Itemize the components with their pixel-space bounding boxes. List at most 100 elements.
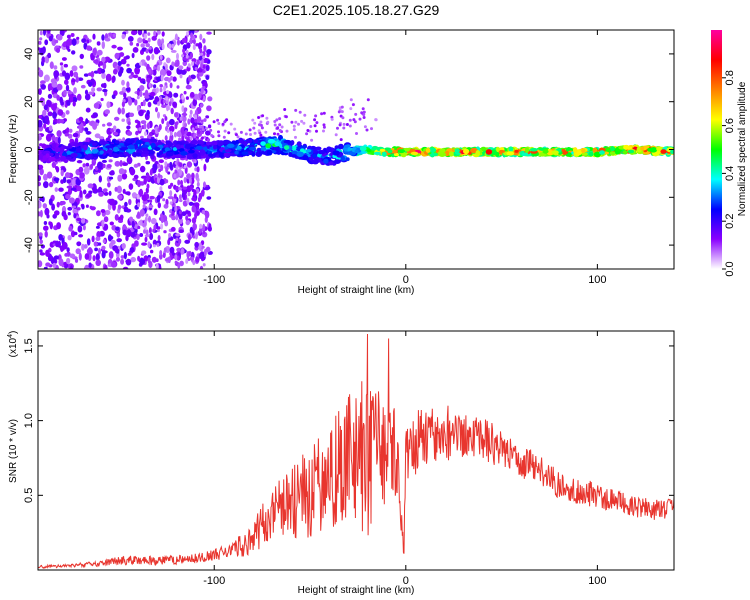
spectrogram-cell-188 (184, 239, 191, 244)
spectrogram-cell-1134 (107, 234, 112, 242)
spectrogram-cell-1155 (194, 241, 200, 248)
spectrogram-cell-735 (133, 163, 139, 168)
spectrogram-cell-187 (58, 187, 64, 192)
spectrogram-cell-1375 (181, 95, 185, 100)
spectrogram-cell-152 (163, 230, 167, 234)
spectrogram-cell-1164 (101, 56, 106, 63)
spectrogram-cell-1702 (306, 129, 310, 132)
spectrogram-cell-1140 (51, 203, 55, 211)
spectrogram-cell-1616 (217, 134, 221, 138)
snr-ytick-label-1: 1.0 (23, 413, 35, 428)
spectrogram-cell-2825 (53, 152, 60, 157)
spectrogram-cell-3353 (572, 147, 578, 154)
spectrogram-cell-1203 (56, 201, 60, 208)
spectrogram-cell-1559 (170, 75, 174, 81)
spectrogram-cell-1123 (54, 39, 59, 44)
spectrogram-cell-3388 (283, 145, 290, 150)
spectrogram-cell-602 (137, 180, 141, 188)
spectrogram-cell-1374 (168, 101, 172, 107)
spectrogram-cell-1073 (103, 223, 109, 231)
spectrogram-cell-986 (125, 258, 132, 266)
spectrogram-cell-3236 (656, 146, 662, 152)
colorbar-tick-label-0: 0.0 (724, 261, 736, 276)
spectrogram-cell-1423 (183, 164, 187, 169)
spectrogram-cell-1260 (122, 188, 126, 194)
spectrogram-cell-1317 (159, 87, 163, 93)
spectrogram-cell-1527 (185, 258, 189, 264)
spectrogram-cell-147 (66, 185, 73, 189)
colorbar: 0.0 0.2 0.4 0.6 0.8 Normalized spectral ampl… (711, 30, 748, 277)
spectrogram-cell-1479 (177, 39, 180, 46)
spectrogram-cell-1265 (201, 189, 205, 197)
spectrogram-cell-688 (41, 56, 46, 64)
spectrogram-cell-1514 (171, 61, 175, 67)
spectrogram-cell-736 (66, 127, 70, 134)
spectrogram-cell-1695 (207, 138, 210, 142)
spectrogram-cell-705 (57, 136, 61, 145)
spectrogram-cell-2702 (205, 141, 212, 146)
spectrogram-cell-1321 (189, 109, 193, 115)
spectrogram-cell-825 (58, 119, 65, 124)
spectrogram-cell-96 (95, 253, 100, 262)
spectrogram-cell-1240 (38, 164, 44, 170)
spectrogram-cell-3402 (323, 158, 329, 164)
spectrogram-cell-1424 (202, 230, 206, 235)
spectrogram-cell-1012 (106, 164, 112, 168)
spectrogram-cell-3215 (387, 149, 393, 154)
spectrogram-cell-3320 (312, 159, 319, 165)
spectrogram-cell-960 (101, 251, 106, 259)
spectrogram-cell-1246 (87, 183, 94, 189)
spectrogram-cell-1432 (190, 52, 193, 58)
spectrogram-cell-437 (158, 159, 164, 164)
spectrogram-cell-481 (137, 37, 143, 44)
spectrogram-cell-991 (144, 89, 149, 98)
spectrogram-cell-737 (56, 34, 63, 41)
spectrogram-cell-568 (191, 196, 197, 202)
spectrogram-cell-1331 (181, 130, 185, 136)
spectrogram-cell-1588 (212, 120, 216, 124)
spectrogram-cell-1030 (56, 130, 62, 138)
spectrogram-cell-1493 (163, 85, 167, 92)
spectrogram-cell-1214 (85, 193, 92, 198)
spectrogram-cell-1396 (160, 217, 164, 224)
spectrogram-cell-452 (127, 157, 133, 165)
spectrogram-cell-1014 (39, 168, 44, 176)
spectrogram-cell-981 (39, 30, 43, 36)
spectrogram-cell-1638 (253, 121, 257, 125)
spectrogram-cell-2269 (296, 141, 302, 147)
spectrogram-cell-3319 (266, 149, 273, 156)
spectrogram-cell-3192 (251, 152, 256, 157)
spectrogram-cell-448 (108, 190, 112, 196)
spectrogram-cell-962 (72, 101, 76, 107)
spectrogram-cell-1673 (303, 113, 307, 117)
spectrogram-cell-3207 (87, 153, 92, 157)
spectrogram-cell-1641 (339, 138, 343, 142)
spectrogram-cell-1390 (166, 129, 170, 133)
spectrogram-cell-1380 (199, 33, 203, 41)
spectrogram-cell-3241 (172, 147, 178, 151)
spectrogram-cell-73 (105, 73, 112, 82)
spectrogram-cell-1502 (198, 92, 202, 99)
snr-ylabel: SNR (10 * v/v) (8, 419, 19, 483)
spectrogram-cell-1385 (145, 213, 149, 217)
spectrogram-cell-1322 (167, 256, 171, 264)
spectrogram-cell-1664 (260, 126, 264, 130)
spectrogram-cell-3064 (176, 154, 182, 158)
spectrogram-cell-1357 (189, 136, 193, 141)
spectrogram-cell-687 (85, 162, 90, 167)
spectrogram-cell-3356 (51, 142, 57, 148)
spectrogram-cell-1360 (137, 255, 141, 262)
spectrogram-cell-3352 (490, 149, 497, 156)
spectrogram-cell-3338 (248, 146, 257, 151)
spectrogram-cell-1458 (175, 121, 179, 125)
spectrogram-cell-322 (80, 84, 86, 89)
spectrogram-cell-3288 (238, 137, 244, 144)
spectrogram-cell-490 (38, 88, 42, 95)
spectrogram-cell-309 (43, 74, 50, 82)
spectrogram-cell-1373 (169, 82, 173, 89)
spectrogram-cell-1345 (151, 129, 155, 133)
spectrogram-cell-740 (42, 46, 46, 54)
spectrogram-cell-1224 (92, 188, 99, 194)
spectrogram-cell-1709 (334, 133, 338, 137)
spectrogram-cell-1020 (129, 41, 134, 46)
